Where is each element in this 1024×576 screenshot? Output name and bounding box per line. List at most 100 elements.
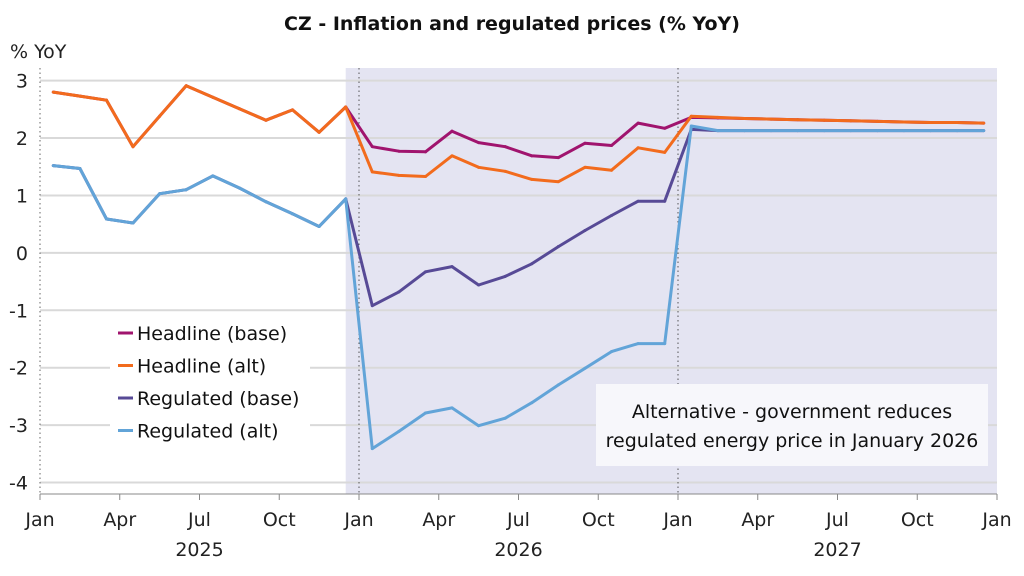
annotation-text: Alternative - government reduces (632, 401, 952, 423)
data-point (663, 199, 667, 203)
data-point (610, 214, 614, 218)
data-point (370, 170, 374, 174)
data-point (822, 129, 826, 133)
year-label: 2027 (813, 539, 861, 561)
x-tick-label: Jul (825, 509, 849, 531)
data-point (397, 149, 401, 153)
data-point (742, 129, 746, 133)
legend-label: Headline (alt) (137, 356, 266, 378)
data-point (849, 119, 853, 123)
data-point (264, 118, 268, 122)
x-tick-label: Oct (582, 509, 615, 531)
data-point (317, 130, 321, 134)
data-point (344, 197, 348, 201)
x-tick-label: Apr (103, 509, 136, 531)
y-axis-label: % YoY (10, 41, 67, 63)
data-point (663, 150, 667, 154)
x-tick-label: Oct (901, 509, 934, 531)
data-point (317, 224, 321, 228)
data-point (397, 429, 401, 433)
annotation-box (596, 384, 988, 466)
data-point (530, 177, 534, 181)
legend-box (110, 316, 310, 446)
legend-label: Regulated (base) (137, 388, 299, 410)
data-point (902, 120, 906, 124)
data-point (636, 342, 640, 346)
data-point (929, 129, 933, 133)
data-point (450, 265, 454, 269)
data-point (902, 129, 906, 133)
data-point (184, 188, 188, 192)
data-point (423, 270, 427, 274)
y-tick-label: 2 (16, 128, 28, 150)
y-tick-label: -3 (9, 415, 28, 437)
data-point (450, 406, 454, 410)
data-point (610, 350, 614, 354)
data-point (51, 90, 55, 94)
legend-label: Regulated (alt) (137, 421, 279, 443)
y-tick-label: 3 (16, 71, 28, 93)
data-point (423, 411, 427, 415)
data-point (636, 146, 640, 150)
data-point (982, 121, 986, 125)
data-point (131, 145, 135, 149)
data-point (264, 200, 268, 204)
x-tick-label: Apr (422, 509, 455, 531)
data-point (158, 192, 162, 196)
data-point (875, 119, 879, 123)
data-point (477, 424, 481, 428)
data-point (237, 107, 241, 111)
data-point (51, 164, 55, 168)
data-point (450, 154, 454, 158)
data-point (78, 94, 82, 98)
data-point (796, 129, 800, 133)
data-point (477, 141, 481, 145)
data-point (530, 401, 534, 405)
data-point (689, 114, 693, 118)
data-point (503, 169, 507, 173)
x-tick-label: Jul (506, 509, 530, 531)
data-point (742, 117, 746, 121)
data-point (929, 121, 933, 125)
x-tick-label: Jul (187, 509, 211, 531)
data-point (610, 168, 614, 172)
year-label: 2026 (494, 539, 542, 561)
data-point (663, 126, 667, 130)
data-point (636, 121, 640, 125)
data-point (503, 416, 507, 420)
x-tick-label: Oct (263, 509, 296, 531)
legend-label: Headline (base) (137, 323, 287, 345)
data-point (370, 447, 374, 451)
data-point (982, 129, 986, 133)
data-point (822, 118, 826, 122)
x-tick-label: Jan (662, 509, 692, 531)
data-point (291, 212, 295, 216)
data-point (131, 221, 135, 225)
data-point (556, 156, 560, 160)
data-point (583, 141, 587, 145)
data-point (556, 245, 560, 249)
data-point (104, 98, 108, 102)
data-point (291, 108, 295, 112)
data-point (769, 129, 773, 133)
data-point (583, 366, 587, 370)
y-tick-label: -1 (9, 300, 28, 322)
data-point (450, 129, 454, 133)
data-point (477, 165, 481, 169)
data-point (423, 175, 427, 179)
data-point (503, 145, 507, 149)
data-point (344, 105, 348, 109)
data-point (875, 129, 879, 133)
data-point (689, 124, 693, 128)
x-tick-label: Jan (343, 509, 373, 531)
data-point (796, 118, 800, 122)
data-point (158, 114, 162, 118)
data-point (636, 199, 640, 203)
data-point (397, 173, 401, 177)
data-point (955, 121, 959, 125)
data-point (849, 129, 853, 133)
data-point (663, 342, 667, 346)
data-point (237, 186, 241, 190)
data-point (104, 217, 108, 221)
